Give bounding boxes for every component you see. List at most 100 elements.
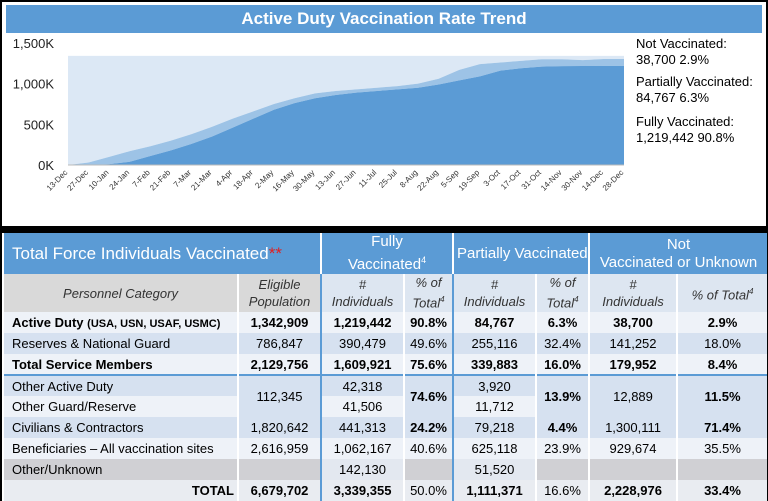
table-row: Other Active Duty 112,345 42,318 74.6% 3… <box>2 375 768 417</box>
fully-pct-cell: 49.6% <box>403 333 454 354</box>
x-tick-label: 27-Dec <box>65 168 90 193</box>
area-fully-vaccinated <box>68 65 624 165</box>
row-label: Other Active Duty <box>2 375 238 396</box>
not-pct-cell: 2.9% <box>676 312 768 333</box>
fully-pct-cell: 75.6% <box>403 354 454 375</box>
legend-label: Not Vaccinated: <box>636 36 727 51</box>
col-personnel-category: Personnel Category <box>2 274 238 312</box>
eligible-cell: 6,679,702 <box>236 480 322 501</box>
not-cell: 1,300,111 <box>588 417 678 438</box>
not-pct-cell: 71.4% <box>676 417 768 438</box>
partial-cell: 3,920 <box>452 375 537 396</box>
x-tick-label: 28-Dec <box>601 168 626 193</box>
table-row: Other Guard/Reserve 41,506 11,712 <box>2 396 767 417</box>
fully-cell: 1,062,167 <box>320 438 405 459</box>
fully-pct-cell: 50.0% <box>403 480 454 501</box>
x-tick-label: 30-May <box>291 168 316 193</box>
x-tick-label: 21-Mar <box>189 168 214 193</box>
legend-partially-vaccinated: Partially Vaccinated: 84,767 6.3% <box>636 74 753 106</box>
partial-cell: 11,712 <box>452 396 537 417</box>
x-tick-label: 22-Aug <box>415 168 440 193</box>
area-chart: 0K500K1,000K1,500K13-Dec27-Dec10-Jan24-J… <box>13 36 626 193</box>
x-tick-label: 25-Jul <box>377 168 399 190</box>
table-row: Civilians & Contractors 1,820,642 441,31… <box>2 417 768 438</box>
header-not-vaccinated: Not Vaccinated or Unknown <box>588 233 768 274</box>
row-label: Other/Unknown <box>2 459 238 480</box>
table-row: Beneficiaries – All vaccination sites 2,… <box>2 438 768 459</box>
x-tick-label: 21-Feb <box>148 168 173 193</box>
eligible-cell: 112,345 <box>236 375 322 417</box>
not-pct-cell: 33.4% <box>676 480 768 501</box>
fully-cell: 42,318 <box>320 375 405 396</box>
row-label: TOTAL <box>2 480 238 501</box>
area-partially-vaccinated <box>68 58 624 166</box>
x-tick-label: 11-Jul <box>357 168 379 190</box>
x-tick-label: 24-Jan <box>108 168 132 192</box>
fully-cell: 390,479 <box>320 333 405 354</box>
col-not-pct: % of Total4 <box>676 274 768 312</box>
column-header-row: Personnel Category Eligible Population # I… <box>2 274 768 312</box>
x-tick-label: 10-Jan <box>87 168 111 192</box>
partial-cell: 84,767 <box>452 312 537 333</box>
x-tick-label: 16-May <box>271 168 296 193</box>
legend-fully-vaccinated: Fully Vaccinated: 1,219,442 90.8% <box>636 114 734 146</box>
x-tick-label: 19-Sep <box>457 168 482 193</box>
vaccination-table: Total Force Individuals Vaccinated** Ful… <box>1 233 768 501</box>
fully-pct-cell: 40.6% <box>403 438 454 459</box>
chart-title: Active Duty Vaccination Rate Trend <box>6 5 762 33</box>
partial-pct-cell: 23.9% <box>535 438 590 459</box>
area-not-vaccinated <box>68 55 624 166</box>
not-cell: 38,700 <box>588 312 678 333</box>
partial-pct-cell: 6.3% <box>535 312 590 333</box>
legend-value: 84,767 6.3% <box>636 90 710 105</box>
table-row: Reserves & National Guard 786,847 390,47… <box>2 333 768 354</box>
col-partial-pct: % of Total4 <box>535 274 590 312</box>
partial-cell: 51,520 <box>452 459 537 480</box>
eligible-cell: 1,820,642 <box>236 417 322 438</box>
col-eligible-population: Eligible Population <box>236 274 322 312</box>
partial-cell: 339,883 <box>452 354 537 375</box>
fully-pct-cell: 74.6% <box>403 375 454 417</box>
partial-pct-cell: 13.9% <box>535 375 590 417</box>
row-label: Total Service Members <box>2 354 238 375</box>
eligible-cell: 1,342,909 <box>236 312 322 333</box>
legend-value: 1,219,442 90.8% <box>636 130 735 145</box>
fully-pct-cell: 24.2% <box>403 417 454 438</box>
x-tick-label: 27-Jun <box>334 168 358 192</box>
fully-cell: 3,339,355 <box>320 480 405 501</box>
not-cell: 179,952 <box>588 354 678 375</box>
partial-cell: 1,111,371 <box>452 480 537 501</box>
not-cell: 2,228,976 <box>588 480 678 501</box>
eligible-cell: 2,129,756 <box>236 354 322 375</box>
group-header-row: Total Force Individuals Vaccinated** Ful… <box>1 233 768 274</box>
y-tick-label: 1,000K <box>13 77 55 92</box>
partial-pct-cell: 16.0% <box>535 354 590 375</box>
header-partially-vaccinated: Partially Vaccinated <box>452 233 590 274</box>
not-cell: 929,674 <box>588 438 678 459</box>
y-tick-label: 500K <box>24 117 55 132</box>
fully-pct-cell <box>403 459 454 480</box>
legend-label: Fully Vaccinated: <box>636 114 735 129</box>
not-pct-cell: 8.4% <box>676 354 768 375</box>
total-row: TOTAL 6,679,702 3,339,355 50.0% 1,111,37… <box>2 480 768 501</box>
partial-cell: 255,116 <box>452 333 537 354</box>
not-pct-cell <box>676 459 768 480</box>
col-partial-individuals: # Individuals <box>452 274 537 312</box>
header-fully-vaccinated: Fully Vaccinated4 <box>320 233 454 274</box>
x-tick-label: 18-Apr <box>231 168 255 192</box>
partial-pct-cell <box>535 459 590 480</box>
fully-cell: 441,313 <box>320 417 405 438</box>
legend-label: Partially Vaccinated: <box>636 74 753 89</box>
not-cell: 12,889 <box>588 375 678 417</box>
table-row: Total Service Members 2,129,756 1,609,92… <box>2 354 768 375</box>
col-fully-individuals: # Individuals <box>320 274 405 312</box>
fully-cell: 1,219,442 <box>320 312 405 333</box>
y-tick-label: 1,500K <box>13 36 55 51</box>
partial-pct-cell: 32.4% <box>535 333 590 354</box>
table-row: Other/Unknown 142,130 51,520 <box>2 459 768 480</box>
row-label: Beneficiaries – All vaccination sites <box>2 438 238 459</box>
x-tick-label: 14-Nov <box>539 168 564 193</box>
fully-cell: 41,506 <box>320 396 405 417</box>
not-pct-cell: 35.5% <box>676 438 768 459</box>
col-fully-pct: % of Total4 <box>403 274 454 312</box>
